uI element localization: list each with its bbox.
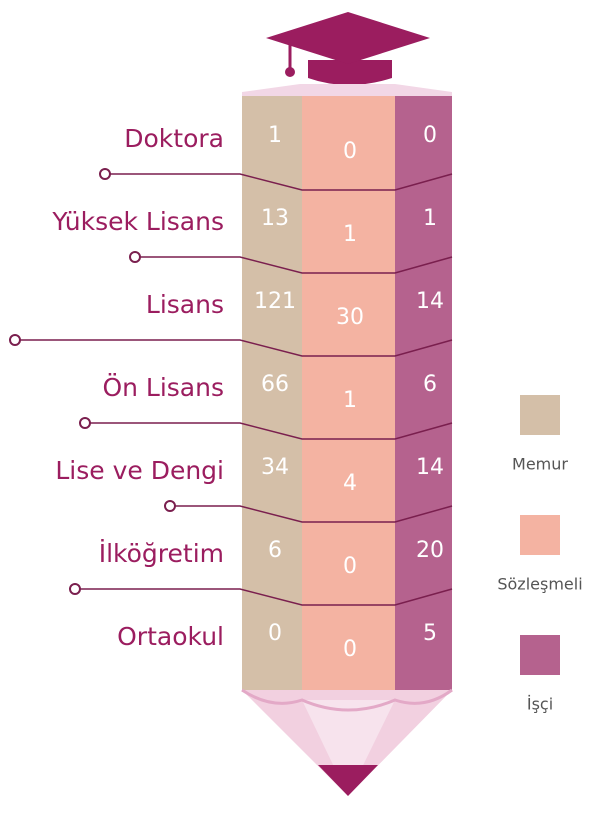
- sozlesmeli-value: 4: [343, 471, 357, 496]
- connector-dot: [10, 335, 20, 345]
- row-label: İlköğretim: [99, 539, 224, 568]
- row-label: Doktora: [124, 124, 224, 153]
- memur-value: 34: [261, 455, 289, 480]
- graduation-cap: [266, 12, 430, 85]
- row-label: Ortaokul: [117, 622, 224, 651]
- connector-dot: [80, 418, 90, 428]
- isci-value: 6: [423, 372, 437, 397]
- memur-value: 1: [268, 123, 282, 148]
- memur-value: 66: [261, 372, 289, 397]
- legend-swatch: [520, 395, 560, 435]
- isci-value: 20: [416, 538, 444, 563]
- connector-dot: [70, 584, 80, 594]
- legend-label: Sözleşmeli: [497, 575, 582, 594]
- legend-label: Memur: [512, 455, 568, 474]
- isci-value: 1: [423, 206, 437, 231]
- connector-dot: [165, 501, 175, 511]
- isci-value: 14: [416, 289, 444, 314]
- row-label: Yüksek Lisans: [51, 207, 224, 236]
- row-label: Lise ve Dengi: [55, 456, 224, 485]
- sozlesmeli-value: 0: [343, 139, 357, 164]
- sozlesmeli-value: 30: [336, 305, 364, 330]
- legend-swatch: [520, 515, 560, 555]
- row-label: Ön Lisans: [102, 373, 224, 402]
- infographic: Doktora100Yüksek Lisans1311Lisans1213014…: [0, 0, 594, 826]
- legend-swatch: [520, 635, 560, 675]
- memur-value: 0: [268, 621, 282, 646]
- pencil-tip: [242, 690, 452, 796]
- sozlesmeli-value: 0: [343, 554, 357, 579]
- legend-label: İşçi: [527, 695, 553, 714]
- memur-value: 6: [268, 538, 282, 563]
- memur-value: 121: [254, 289, 296, 314]
- sozlesmeli-value: 1: [343, 222, 357, 247]
- connector-dot: [130, 252, 140, 262]
- memur-value: 13: [261, 206, 289, 231]
- isci-value: 0: [423, 123, 437, 148]
- row-label: Lisans: [146, 290, 224, 319]
- connector-dot: [100, 169, 110, 179]
- isci-value: 5: [423, 621, 437, 646]
- sozlesmeli-value: 1: [343, 388, 357, 413]
- isci-value: 14: [416, 455, 444, 480]
- sozlesmeli-value: 0: [343, 637, 357, 662]
